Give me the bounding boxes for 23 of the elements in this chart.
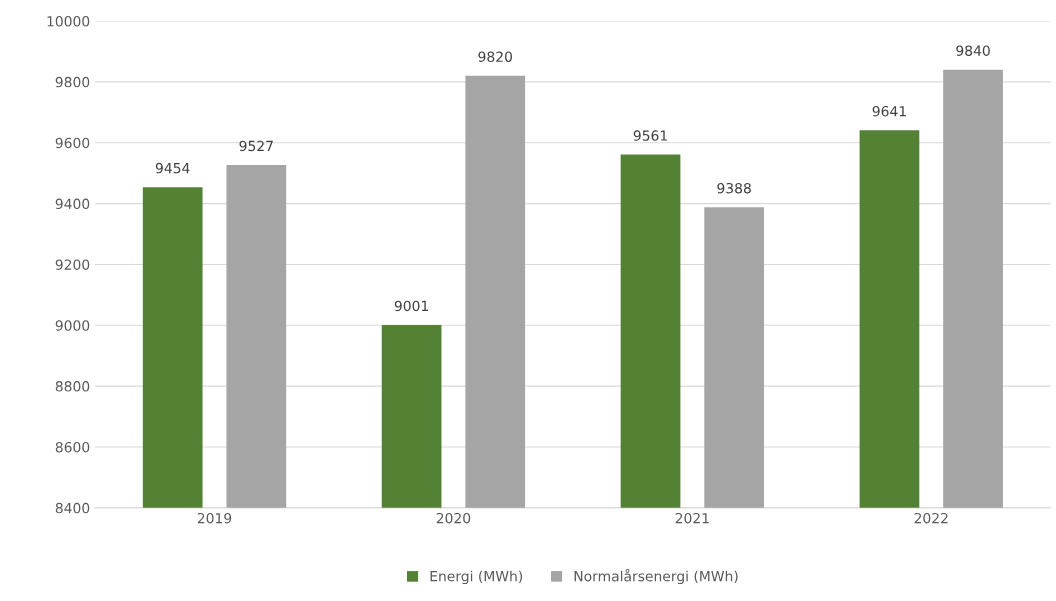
x-tick-label: 2022 — [914, 512, 948, 524]
data-label: 9820 — [478, 51, 512, 62]
x-tick-label: 2020 — [436, 512, 471, 524]
data-label: 9561 — [633, 130, 667, 141]
y-tick-label: 9800 — [55, 76, 90, 88]
legend-label: Normalårsenergi (MWh) — [574, 569, 738, 585]
y-tick-label: 8800 — [55, 381, 90, 392]
data-label: 9641 — [872, 105, 906, 117]
legend-label: Energi (MWh) — [430, 570, 523, 585]
y-tick-label: 9400 — [55, 198, 90, 210]
y-tick-label: 9600 — [55, 137, 90, 149]
y-tick-label: 8400 — [55, 502, 90, 514]
y-tick-label: 9000 — [55, 320, 90, 331]
data-label: 9527 — [239, 140, 273, 152]
y-tick-label: 9200 — [55, 259, 90, 270]
y-tick-label: 8600 — [55, 441, 90, 453]
y-tick-label: 10000 — [47, 16, 90, 27]
data-label: 9001 — [394, 300, 428, 312]
data-label: 9840 — [956, 45, 990, 56]
x-tick-label: 2021 — [675, 512, 709, 524]
data-label: 9388 — [717, 182, 751, 194]
data-label: 9454 — [155, 162, 190, 174]
x-tick-label: 2019 — [197, 512, 232, 524]
